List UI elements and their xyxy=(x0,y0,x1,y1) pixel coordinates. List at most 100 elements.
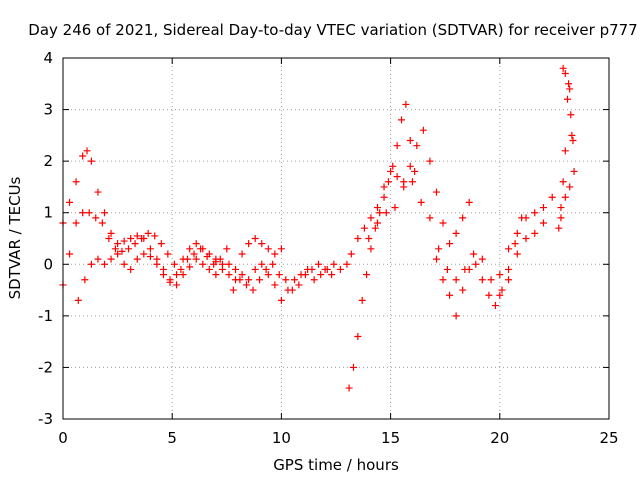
data-point xyxy=(179,255,187,263)
plot-frame xyxy=(62,57,610,420)
data-point xyxy=(199,245,207,253)
series-arc-h xyxy=(365,178,547,299)
data-point xyxy=(125,245,133,253)
data-point xyxy=(336,265,344,273)
data-point xyxy=(264,271,272,279)
data-point xyxy=(87,157,95,165)
data-point xyxy=(465,265,473,273)
data-point xyxy=(387,167,395,175)
data-point xyxy=(446,291,454,299)
data-point xyxy=(513,229,521,237)
data-point xyxy=(522,235,530,242)
data-point xyxy=(87,260,95,268)
data-point xyxy=(505,245,513,253)
series-arc-c xyxy=(74,235,285,304)
chart-title: Day 246 of 2021, Sidereal Day-to-day VTE… xyxy=(28,21,637,39)
data-point xyxy=(223,245,231,253)
data-point xyxy=(107,255,115,263)
data-point xyxy=(153,260,161,268)
data-point xyxy=(487,276,495,284)
series-arc-k xyxy=(555,80,577,232)
data-point xyxy=(365,235,373,242)
data-point xyxy=(242,281,250,289)
data-point xyxy=(179,271,187,279)
data-point xyxy=(308,265,316,273)
data-point xyxy=(277,296,285,304)
data-point xyxy=(373,204,381,212)
data-point xyxy=(83,147,91,155)
data-point xyxy=(133,232,141,240)
data-point xyxy=(212,255,220,263)
data-point xyxy=(315,260,323,268)
data-point xyxy=(382,209,390,217)
data-point xyxy=(557,214,565,222)
data-point xyxy=(367,245,375,253)
x-tick-label: 25 xyxy=(599,429,618,447)
series-arc-b xyxy=(59,209,231,289)
y-tick-label: 1 xyxy=(43,204,53,222)
data-point xyxy=(288,286,296,294)
data-point xyxy=(411,167,419,175)
y-tick-label: -2 xyxy=(38,358,53,376)
data-point xyxy=(498,286,506,294)
data-point xyxy=(452,229,460,237)
data-point xyxy=(94,188,102,196)
data-point xyxy=(522,214,530,222)
data-point xyxy=(258,260,266,268)
series-arc-e xyxy=(229,260,336,294)
data-point xyxy=(225,271,233,279)
data-point xyxy=(328,271,336,279)
data-point xyxy=(559,64,567,72)
data-point xyxy=(354,235,362,242)
series-arc-g xyxy=(347,126,473,258)
x-tick-label: 5 xyxy=(167,429,177,447)
data-point xyxy=(413,142,421,150)
data-point xyxy=(459,286,467,294)
x-axis-label: GPS time / hours xyxy=(273,456,399,474)
data-point xyxy=(291,276,299,284)
data-point xyxy=(358,296,366,304)
data-point xyxy=(81,276,89,284)
data-point xyxy=(251,265,259,273)
y-tick-label: -1 xyxy=(38,307,53,325)
data-point xyxy=(72,219,80,227)
data-point xyxy=(432,255,440,263)
x-tick-label: 15 xyxy=(381,429,400,447)
series-arc-d xyxy=(212,260,351,304)
data-point xyxy=(105,235,113,242)
data-point xyxy=(367,214,375,222)
data-point xyxy=(446,240,454,248)
data-point xyxy=(238,271,246,279)
y-axis-label: SDTVAR / TECUs xyxy=(6,176,24,299)
data-point xyxy=(432,188,440,196)
data-point xyxy=(146,253,154,261)
data-point xyxy=(140,250,148,258)
data-point xyxy=(408,178,416,186)
y-tick-label: 2 xyxy=(43,152,53,170)
data-point xyxy=(256,276,264,284)
data-point xyxy=(570,167,578,175)
data-point xyxy=(478,276,486,284)
data-point xyxy=(564,95,572,103)
data-point xyxy=(107,229,115,237)
data-point xyxy=(144,229,152,237)
data-point xyxy=(539,219,547,227)
data-point xyxy=(347,250,355,258)
data-point xyxy=(159,271,167,279)
data-point xyxy=(373,219,381,227)
data-point xyxy=(85,209,93,217)
data-point xyxy=(531,229,539,237)
data-point xyxy=(177,265,185,273)
data-point xyxy=(330,260,338,268)
x-tick-label: 0 xyxy=(58,429,68,447)
data-point xyxy=(435,245,443,253)
data-point xyxy=(452,276,460,284)
data-point xyxy=(173,271,181,279)
data-point xyxy=(354,332,362,340)
data-point xyxy=(238,250,246,258)
data-point xyxy=(269,260,277,268)
x-tick-label: 10 xyxy=(272,429,291,447)
data-point xyxy=(567,111,575,119)
data-point xyxy=(426,214,434,222)
data-point xyxy=(271,281,279,289)
